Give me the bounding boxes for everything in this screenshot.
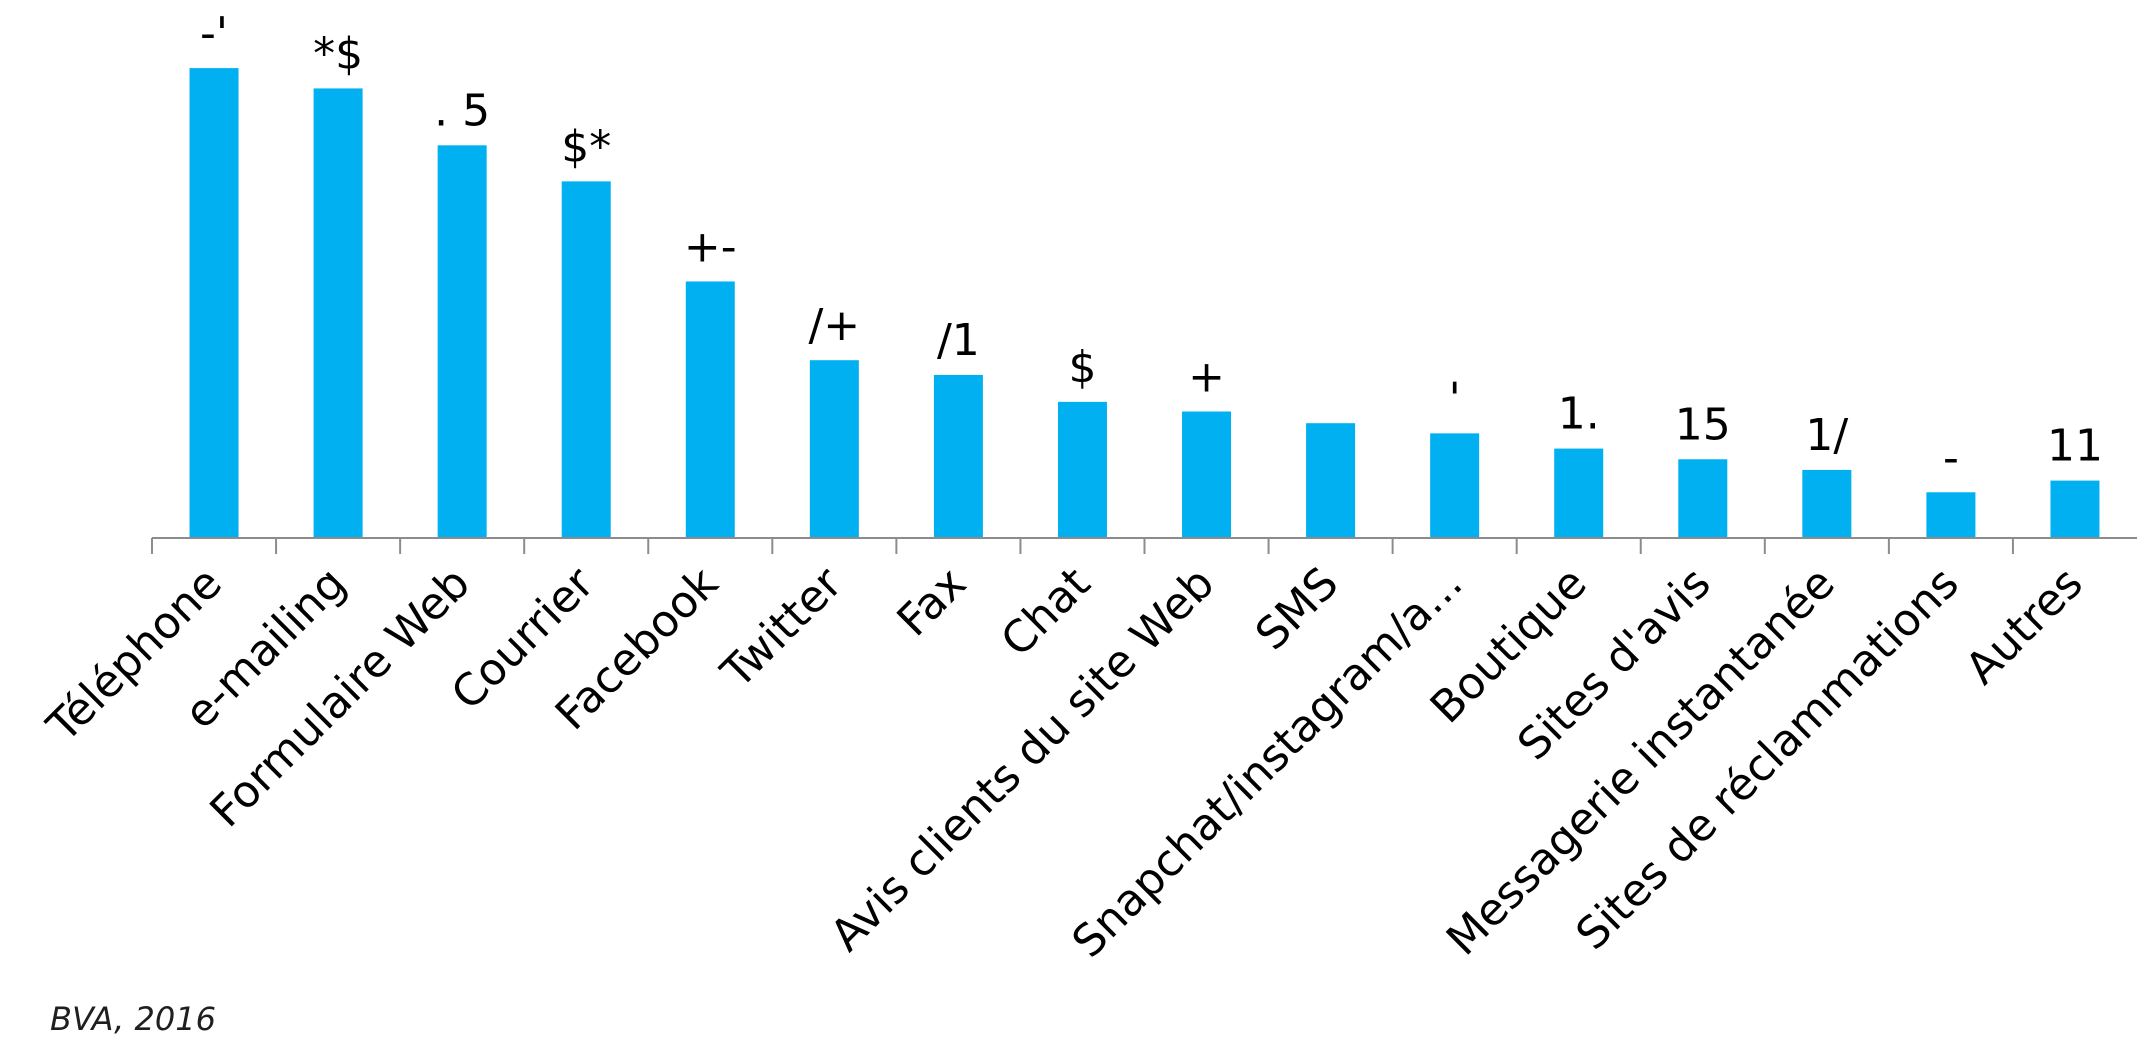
value-label-11: 1. <box>1558 389 1600 440</box>
bar-1 <box>313 88 363 539</box>
bar-13 <box>1802 469 1852 538</box>
bar-11 <box>1554 448 1604 538</box>
value-label-13: 1/ <box>1805 410 1848 461</box>
bar-7 <box>1057 401 1107 538</box>
value-label-10: ' <box>1449 373 1461 424</box>
x-axis <box>151 537 2137 554</box>
bar-10 <box>1430 433 1480 538</box>
bar-8 <box>1182 411 1232 538</box>
bar-0 <box>189 68 239 538</box>
category-label-5: Twitter <box>711 557 853 699</box>
value-label-12: 15 <box>1675 399 1731 450</box>
value-label-1: *$ <box>313 28 363 79</box>
bars-group <box>189 68 2100 539</box>
category-label-9: SMS <box>1246 558 1348 660</box>
category-label-15: Autres <box>1956 558 2093 695</box>
value-label-14: - <box>1943 432 1959 483</box>
bar-2 <box>437 145 487 539</box>
value-label-7: $ <box>1068 342 1096 393</box>
value-label-4: +- <box>684 221 737 272</box>
value-label-15: 11 <box>2047 421 2103 472</box>
bar-14 <box>1926 492 1976 538</box>
value-label-5: /+ <box>808 300 860 351</box>
bar-4 <box>685 281 735 538</box>
value-label-8: + <box>1188 352 1225 403</box>
value-label-0: -' <box>200 8 228 59</box>
bar-3 <box>561 181 611 538</box>
bar-9 <box>1306 423 1356 538</box>
value-label-3: $* <box>561 121 611 172</box>
category-label-7: Chat <box>991 558 1100 667</box>
value-labels-group: -' *$ . 5 $* +- /+ /1 $ + ' 1. 15 1/ - 11 <box>200 8 2103 483</box>
value-label-6: /1 <box>937 315 980 366</box>
bar-12 <box>1678 459 1728 538</box>
bar-6 <box>933 374 983 538</box>
value-label-2: . 5 <box>434 85 490 136</box>
category-label-6: Fax <box>888 558 977 647</box>
bar-15 <box>2050 480 2100 538</box>
source-note: BVA, 2016 <box>50 1000 216 1038</box>
bar-5 <box>809 360 859 538</box>
